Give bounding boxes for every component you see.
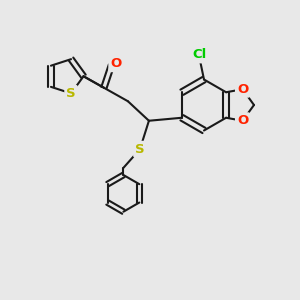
Text: Cl: Cl <box>192 48 207 62</box>
Text: O: O <box>110 57 122 70</box>
Text: O: O <box>237 114 248 127</box>
Text: S: S <box>66 87 76 100</box>
Text: S: S <box>135 143 145 156</box>
Text: O: O <box>237 83 248 96</box>
